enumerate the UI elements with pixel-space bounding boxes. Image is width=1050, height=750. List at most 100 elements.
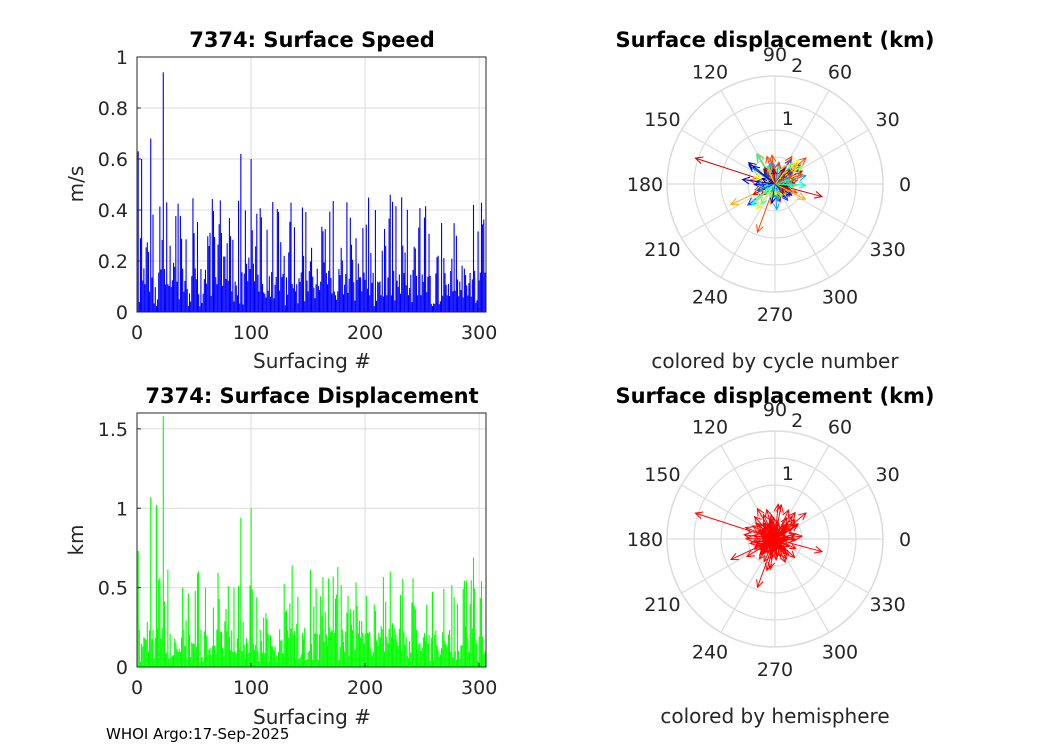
bar: [314, 633, 316, 667]
bar: [177, 651, 179, 667]
bar: [260, 217, 262, 312]
bar: [463, 580, 465, 667]
polar-spoke: [681, 129, 776, 185]
bar: [353, 282, 355, 312]
bar: [446, 646, 448, 667]
bar: [325, 273, 327, 312]
bar: [187, 306, 189, 312]
bar: [318, 289, 321, 312]
bar: [316, 268, 318, 312]
bar: [456, 604, 459, 667]
bar: [371, 282, 373, 312]
bar: [401, 197, 403, 312]
angle-label: 90: [763, 399, 787, 421]
vector-arrow-head: [756, 153, 764, 163]
bar: [415, 629, 418, 667]
bar: [470, 580, 472, 667]
bar: [449, 296, 451, 312]
y-tick-label: 0.5: [98, 578, 128, 600]
bar: [338, 660, 340, 667]
bar: [177, 203, 179, 312]
bar: [201, 302, 203, 312]
bar: [220, 631, 222, 667]
bar: [168, 658, 170, 667]
bar: [174, 638, 176, 667]
bar: [451, 258, 453, 312]
bar: [429, 660, 431, 667]
vector-arrow: [766, 538, 776, 545]
bar: [147, 251, 150, 312]
speed-chart: 0 100 200 300 0 0.2 0.4 0.6 0.8 1 7374: Surface S…: [64, 28, 497, 373]
bar: [268, 276, 270, 312]
bar: [419, 642, 421, 667]
bar: [220, 232, 222, 312]
vector-arrow-head: [813, 190, 824, 199]
bar: [306, 280, 308, 312]
vector-arrow-head: [762, 521, 769, 529]
speed-axes-box: [136, 56, 487, 313]
bar: [250, 159, 252, 312]
bar: [328, 270, 330, 312]
polar-hemisphere-title: Surface displacement (km): [615, 384, 934, 408]
vector-arrow-head: [741, 176, 751, 185]
bar: [370, 253, 372, 312]
bar: [169, 245, 171, 312]
bar: [409, 640, 411, 667]
bar: [151, 277, 153, 312]
bar: [391, 201, 394, 312]
vector-arrow-head: [771, 187, 776, 193]
bar: [138, 629, 140, 667]
bar: [296, 284, 298, 312]
bar: [449, 630, 451, 667]
vector-arrow-head: [785, 162, 793, 171]
bar: [332, 576, 334, 667]
bar: [364, 634, 366, 667]
bar: [236, 295, 238, 312]
bar: [285, 277, 288, 312]
bar: [469, 273, 471, 312]
bar: [257, 274, 259, 312]
bar: [360, 637, 362, 667]
bar: [160, 638, 162, 667]
bar: [223, 256, 225, 312]
bar: [284, 305, 286, 312]
bar: [138, 301, 140, 312]
vector-arrow-head: [780, 516, 788, 525]
bar: [204, 269, 207, 312]
bar: [145, 640, 147, 667]
bar: [377, 646, 379, 667]
bar: [438, 304, 440, 312]
bar: [446, 295, 448, 312]
bar: [168, 285, 170, 312]
bar: [371, 655, 373, 667]
vector-arrow-head: [769, 153, 777, 163]
bar: [413, 246, 415, 312]
bar: [427, 276, 429, 312]
bar: [252, 643, 254, 667]
x-tick-label: 0: [131, 677, 143, 699]
bar: [464, 275, 467, 312]
bar: [366, 288, 368, 312]
vector-arrow-head: [780, 552, 787, 560]
bar: [341, 629, 343, 667]
bar: [185, 620, 187, 667]
bar: [365, 595, 367, 667]
bar: [422, 637, 424, 667]
y-tick-label: 0: [116, 302, 128, 324]
bar: [159, 577, 161, 667]
bar: [216, 284, 218, 312]
vector-arrow-head: [756, 507, 765, 517]
bar: [212, 211, 215, 312]
bar: [275, 655, 277, 667]
bar: [314, 298, 316, 312]
bar: [309, 569, 311, 667]
bar: [306, 659, 308, 667]
bar: [165, 653, 167, 667]
vector-arrow-head: [783, 541, 790, 548]
vector-arrow-head: [772, 553, 779, 561]
vector-arrow-head: [789, 543, 797, 550]
bar: [245, 263, 248, 312]
bar: [179, 651, 181, 667]
bar: [303, 255, 305, 312]
bar: [472, 204, 475, 312]
